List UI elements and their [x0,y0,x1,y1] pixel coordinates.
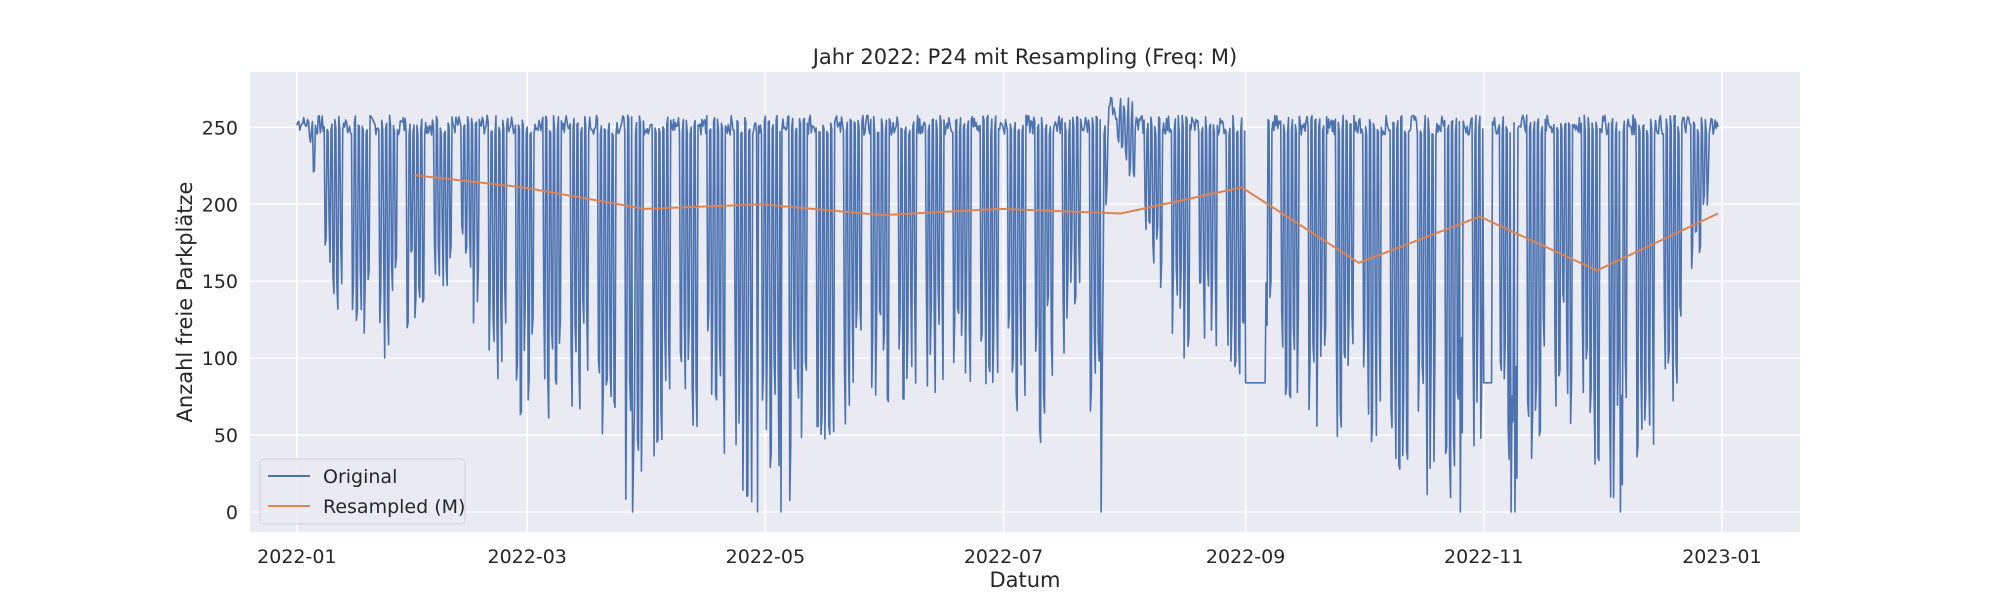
legend-label-resampled: Resampled (M) [323,496,465,518]
y-tick-label: 250 [202,117,238,139]
original-line [296,96,1719,513]
y-axis-label: Anzahl freie Parkplätze [173,182,197,423]
series-original [296,96,1719,513]
y-tick-label: 200 [202,194,238,216]
y-tick-label: 0 [226,502,238,524]
chart-title: Jahr 2022: P24 mit Resampling (Freq: M) [811,45,1238,69]
y-tick-label: 100 [202,348,238,370]
legend-box [259,458,466,525]
x-tick-label: 2022-11 [1444,546,1523,568]
series-resampled [413,174,1719,272]
x-tick-label: 2023-01 [1682,546,1761,568]
legend-label-original: Original [323,466,397,488]
x-tick-label: 2022-05 [726,546,805,568]
x-tick-label: 2022-01 [257,546,336,568]
y-tick-label: 50 [214,425,238,447]
x-tick-label: 2022-03 [488,546,567,568]
legend: Original Resampled (M) [259,458,466,525]
resampled-line [413,174,1719,272]
y-axis-ticks: 0 50 100 150 200 250 [202,117,238,524]
x-axis-label: Datum [989,568,1060,592]
x-tick-label: 2022-09 [1206,546,1285,568]
x-tick-label: 2022-07 [964,546,1043,568]
x-axis-ticks: 2022-01 2022-03 2022-05 2022-07 2022-09 2022-… [257,546,1761,568]
y-tick-label: 150 [202,271,238,293]
